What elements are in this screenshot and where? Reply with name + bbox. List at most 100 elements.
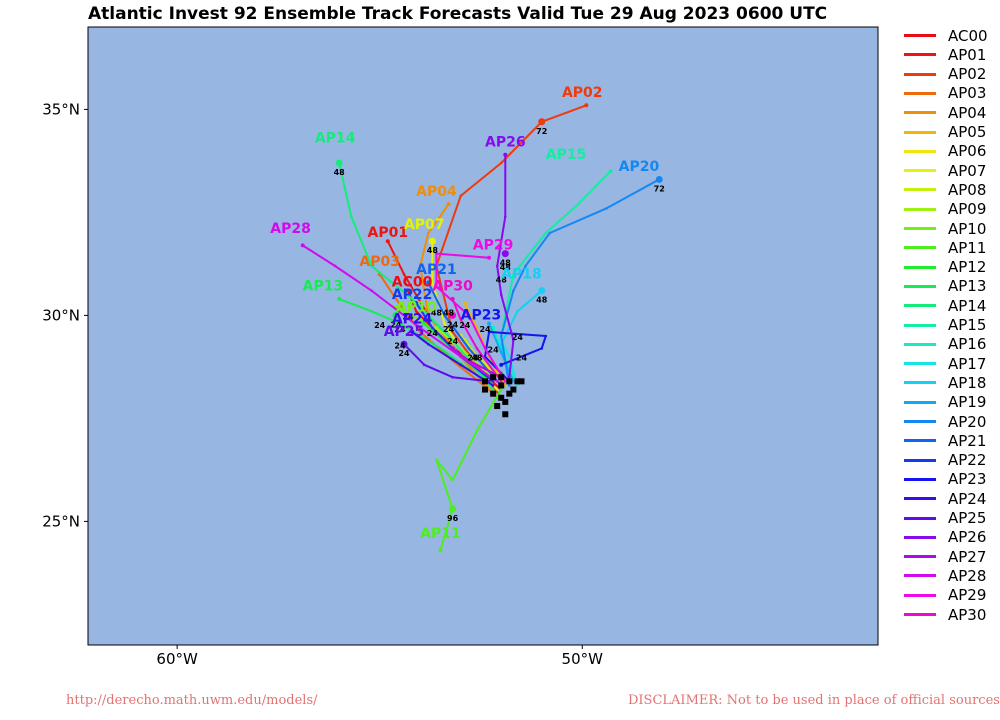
legend-item-ap29: AP29 bbox=[904, 586, 986, 605]
initial-position-marker bbox=[482, 386, 489, 393]
forecast-hour-label: 24 bbox=[512, 333, 524, 342]
track-ap24 bbox=[411, 331, 494, 387]
forecast-hour-label: 24 bbox=[398, 349, 410, 358]
legend-label: AP12 bbox=[948, 258, 987, 277]
track-point bbox=[370, 309, 373, 313]
track-point bbox=[495, 264, 499, 268]
track-label-ap02: AP02 bbox=[562, 85, 603, 101]
legend-item-ap09: AP09 bbox=[904, 200, 986, 219]
axis-labels: 35°N 30°N 25°N 60°W 50°W bbox=[42, 100, 603, 668]
track-point bbox=[503, 152, 508, 157]
track-label-ap20: AP20 bbox=[619, 159, 660, 175]
track-label-ap10: AP10 bbox=[396, 299, 437, 315]
initial-position-marker bbox=[498, 374, 505, 381]
forecast-hour-dot bbox=[335, 159, 343, 167]
track-point bbox=[300, 243, 305, 248]
track-point bbox=[394, 297, 398, 301]
track-point bbox=[446, 202, 451, 207]
forecast-hour-dot bbox=[400, 340, 408, 348]
footer-disclaimer: DISCLAIMER: Not to be used in place of o… bbox=[628, 693, 1000, 708]
track-label-ap23: AP23 bbox=[461, 308, 502, 324]
track-point bbox=[337, 296, 342, 301]
lat-label: 35°N bbox=[42, 100, 80, 118]
track-point bbox=[438, 548, 443, 553]
track-point bbox=[435, 458, 438, 461]
forecast-hour-label: 24 bbox=[488, 345, 500, 354]
legend-item-ap03: AP03 bbox=[904, 84, 986, 103]
track-label-ap22: AP22 bbox=[392, 287, 433, 303]
track-point bbox=[418, 330, 422, 334]
legend-swatch bbox=[904, 304, 936, 308]
legend-swatch bbox=[904, 477, 936, 481]
forecast-hour-label: 24 bbox=[402, 313, 414, 322]
forecast-hour-dot bbox=[428, 237, 436, 245]
forecast-hour-label: 24 bbox=[394, 325, 406, 334]
track-ap23 bbox=[484, 330, 547, 383]
track-label-ap28: AP28 bbox=[270, 221, 311, 237]
legend-label: AP16 bbox=[948, 335, 987, 354]
track-label-ap25: AP25 bbox=[384, 324, 425, 340]
legend-item-ap26: AP26 bbox=[904, 528, 986, 547]
track-point bbox=[576, 202, 580, 206]
track-point bbox=[418, 264, 422, 268]
forecast-hour-dot bbox=[538, 287, 546, 295]
legend-label: AP07 bbox=[948, 161, 987, 180]
forecast-hour-label: 48 bbox=[471, 354, 483, 363]
track-point bbox=[608, 169, 613, 174]
initial-position-marker bbox=[498, 382, 505, 389]
legend-swatch bbox=[904, 188, 936, 192]
legend-item-ap23: AP23 bbox=[904, 470, 986, 489]
track-label-ap24: AP24 bbox=[392, 312, 433, 328]
forecast-hour-label: 24 bbox=[443, 325, 455, 334]
legend-item-ap11: AP11 bbox=[904, 238, 986, 257]
forecast-hour-dot bbox=[538, 118, 546, 126]
track-point bbox=[491, 388, 495, 391]
track-point bbox=[516, 309, 519, 313]
track-point bbox=[495, 388, 499, 391]
legend-item-ap22: AP22 bbox=[904, 451, 986, 470]
track-point bbox=[410, 297, 414, 301]
track-point bbox=[512, 289, 515, 292]
track-point bbox=[487, 255, 492, 260]
track-point bbox=[422, 321, 427, 326]
forecast-hour-label: 96 bbox=[447, 514, 459, 523]
initial-position-marker bbox=[502, 411, 509, 418]
legend-label: AP11 bbox=[948, 238, 987, 257]
track-point bbox=[499, 388, 503, 391]
track-point bbox=[451, 375, 454, 379]
track-point bbox=[487, 330, 491, 334]
legend-item-ap08: AP08 bbox=[904, 180, 986, 199]
track-point bbox=[548, 231, 552, 235]
legend-label: AP04 bbox=[948, 103, 987, 122]
track-ap30 bbox=[451, 298, 503, 382]
initial-position-marker bbox=[498, 394, 505, 401]
track-ap22 bbox=[415, 302, 494, 383]
initial-position-marker bbox=[506, 390, 513, 397]
legend-label: AP02 bbox=[948, 65, 987, 84]
legend-swatch bbox=[904, 72, 936, 76]
track-point bbox=[499, 293, 503, 297]
legend-label: AP21 bbox=[948, 431, 987, 450]
legend-swatch bbox=[904, 91, 936, 95]
legend-item-ap15: AP15 bbox=[904, 316, 986, 335]
legend-swatch bbox=[904, 574, 936, 578]
track-point bbox=[443, 322, 446, 325]
legend-swatch bbox=[904, 458, 936, 462]
track-point bbox=[499, 362, 504, 367]
forecast-hour-label: 48 bbox=[334, 168, 346, 177]
track-label-ap30: AP30 bbox=[432, 279, 473, 295]
tracks-layer bbox=[300, 103, 663, 553]
initial-position-marker bbox=[494, 403, 501, 410]
legend-label: AP30 bbox=[948, 605, 987, 624]
lon-label: 60°W bbox=[156, 650, 198, 668]
track-ap11 bbox=[435, 389, 503, 551]
track-point bbox=[483, 347, 487, 350]
track-point bbox=[499, 334, 503, 338]
track-point bbox=[435, 252, 438, 255]
track-point bbox=[422, 363, 426, 367]
legend-item-ap16: AP16 bbox=[904, 335, 986, 354]
footer-url[interactable]: http://derecho.math.uwm.edu/models/ bbox=[66, 693, 318, 708]
forecast-hour-label: 48 bbox=[496, 275, 508, 284]
forecast-hour-dot bbox=[449, 311, 457, 319]
